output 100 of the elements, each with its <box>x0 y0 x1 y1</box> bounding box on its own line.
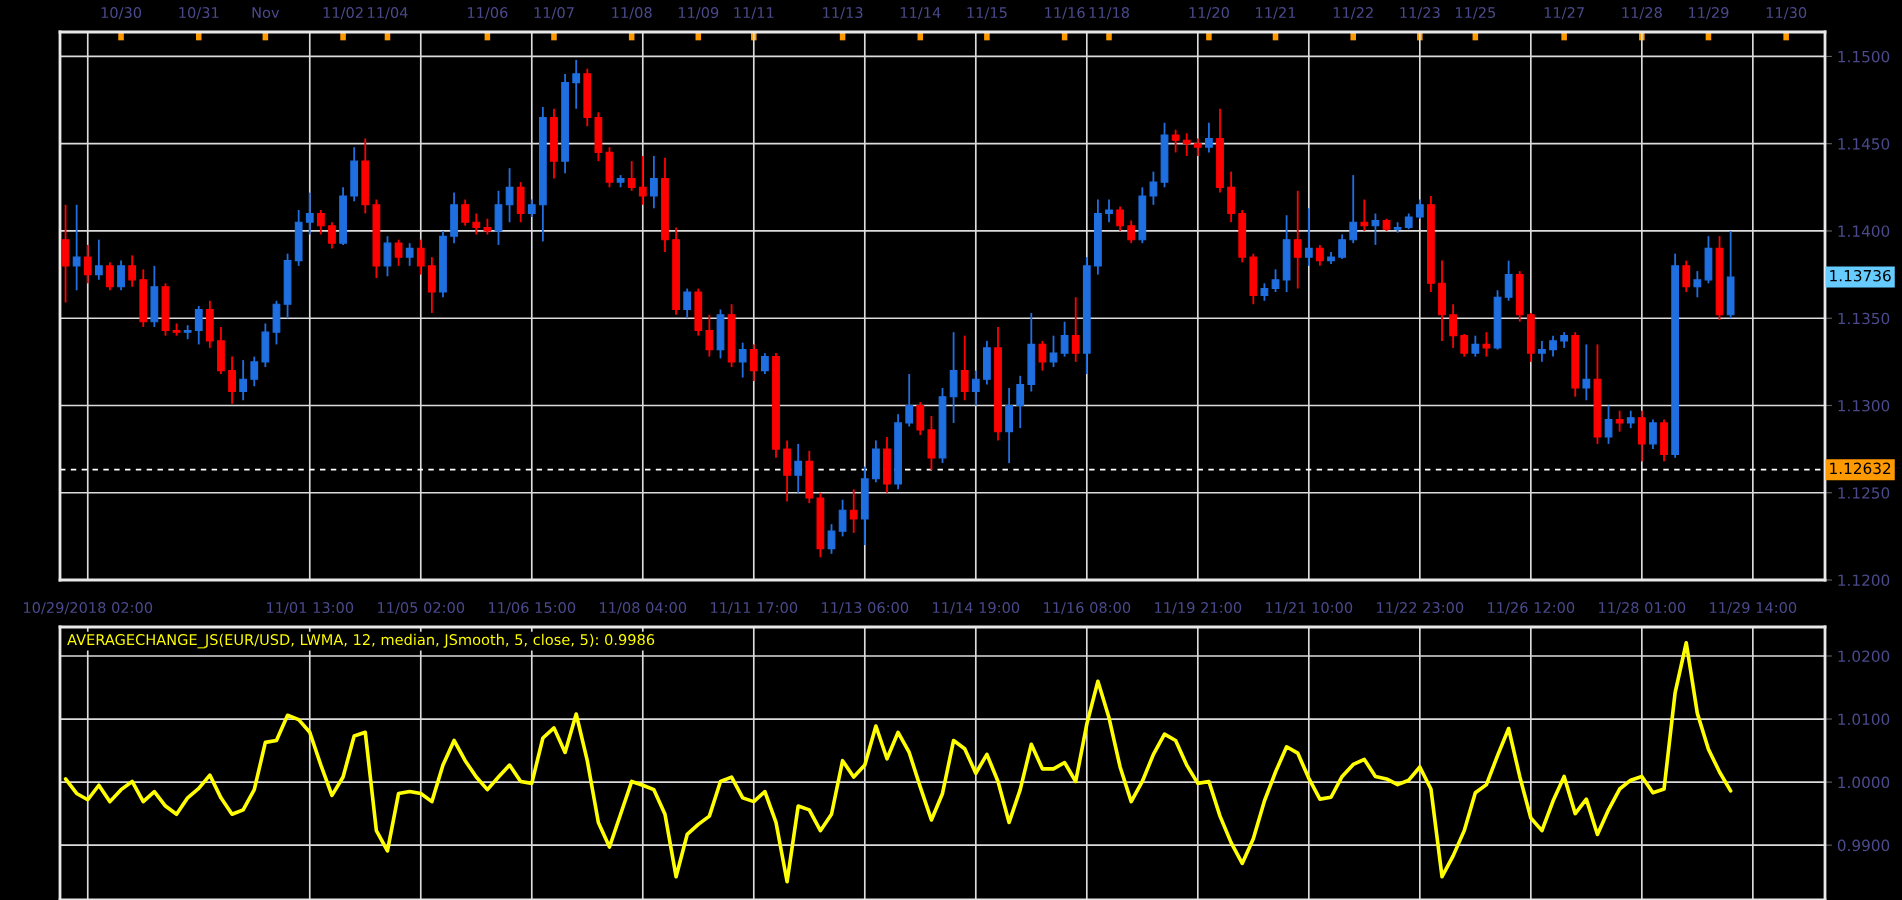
y-tick-label: 1.1250 <box>1838 487 1890 499</box>
candlestick <box>305 191 314 236</box>
candlestick <box>761 352 769 375</box>
x-tick-label: 11/19 21:00 <box>1155 602 1242 615</box>
candlestick <box>1116 205 1124 232</box>
candlestick <box>394 238 403 267</box>
candlestick <box>1205 121 1213 154</box>
candlestick <box>1105 198 1113 224</box>
x-tick-label: 11/28 01:00 <box>1599 602 1686 615</box>
candlestick <box>1182 132 1191 157</box>
x-tick-label: 11/22 23:00 <box>1377 602 1464 615</box>
candlestick <box>1460 333 1469 358</box>
x-tick-label: 10/29/2018 02:00 <box>24 602 153 615</box>
candlestick <box>905 373 914 428</box>
x-tick-label: 10/30 <box>101 7 142 20</box>
x-tick-label: 11/21 10:00 <box>1266 602 1353 615</box>
candlestick <box>1615 409 1624 433</box>
x-tick-label: 11/26 12:00 <box>1488 602 1575 615</box>
y-tick-label: 0.9900 <box>1837 839 1890 852</box>
x-tick-label: 11/22 <box>1333 7 1373 20</box>
candlestick <box>250 355 259 388</box>
x-tick-label: 11/21 <box>1256 7 1296 20</box>
x-tick-label: 10/31 <box>179 7 219 20</box>
candlestick <box>94 238 103 281</box>
candlestick <box>1549 334 1557 358</box>
x-tick-label: 11/29 <box>1689 7 1729 20</box>
x-tick-label: 11/11 <box>734 7 774 20</box>
candlestick <box>683 287 692 320</box>
y-tick-label: 1.1400 <box>1838 225 1890 237</box>
candlestick <box>827 523 836 555</box>
x-tick-label: 11/14 <box>900 7 941 20</box>
candlestick <box>794 442 803 494</box>
x-tick-label: 11/30 <box>1766 7 1807 20</box>
candlestick <box>1293 189 1302 290</box>
y-tick-label: 1.1300 <box>1838 399 1890 412</box>
candlestick <box>194 305 203 346</box>
candlestick <box>1338 233 1347 260</box>
x-tick-label: 11/18 <box>1089 7 1130 20</box>
x-tick-label: 11/08 04:00 <box>600 602 687 615</box>
candlestick <box>83 244 92 285</box>
candlestick <box>1038 339 1047 372</box>
candlestick <box>1471 334 1480 358</box>
candlestick <box>1060 320 1069 358</box>
x-tick-label: 11/27 <box>1544 7 1584 20</box>
candlestick <box>461 198 470 227</box>
candlestick <box>1360 198 1369 232</box>
candlestick <box>1349 174 1358 245</box>
candlestick <box>405 242 414 267</box>
x-tick-label: 11/08 <box>612 7 652 20</box>
candlestick <box>228 355 236 405</box>
candlestick <box>1604 404 1613 445</box>
candlestick <box>1049 334 1058 368</box>
x-tick-label: 11/11 17:00 <box>711 602 798 615</box>
candlestick <box>971 369 980 407</box>
x-tick-label: 11/01 13:00 <box>267 602 354 615</box>
candlestick <box>416 238 425 276</box>
candlestick <box>106 261 114 292</box>
candlestick <box>1371 212 1380 246</box>
candlestick <box>1449 303 1458 349</box>
x-tick-label: 11/06 15:00 <box>489 602 576 615</box>
candlestick <box>960 334 969 402</box>
y-tick-label: 1.1350 <box>1838 312 1890 325</box>
candlestick <box>1304 207 1313 267</box>
x-tick-label: 11/20 <box>1189 7 1229 20</box>
candlestick <box>1316 244 1324 267</box>
ref-line-label: 1.12632 <box>1830 462 1891 475</box>
candlestick <box>1171 128 1180 154</box>
candlestick <box>849 488 858 534</box>
candlestick <box>638 155 647 206</box>
candlestick <box>838 498 847 538</box>
candlestick <box>1127 219 1136 245</box>
y-tick-label: 1.1200 <box>1838 574 1890 587</box>
y-tick-label: 1.1450 <box>1838 138 1890 150</box>
candlestick <box>328 221 336 250</box>
candlestick <box>572 59 581 110</box>
candlestick <box>505 167 514 224</box>
candlestick <box>1415 198 1424 220</box>
x-tick-label: 11/04 <box>368 7 408 20</box>
x-tick-label: 11/02 <box>323 7 363 20</box>
candlestick <box>1504 259 1513 302</box>
x-tick-label: 11/28 <box>1622 7 1662 20</box>
x-tick-label: 11/16 <box>1045 7 1085 20</box>
candlestick <box>1271 268 1280 293</box>
candlestick <box>1693 270 1702 299</box>
x-tick-label: 11/13 <box>823 7 863 20</box>
x-tick-label: 11/23 <box>1400 7 1440 20</box>
candlestick <box>1682 259 1691 293</box>
x-tick-label: 11/16 08:00 <box>1044 602 1131 615</box>
x-tick-label: 11/13 06:00 <box>822 602 909 615</box>
x-tick-label: 11/09 <box>678 7 719 20</box>
y-tick-label: 1.0000 <box>1838 776 1890 789</box>
x-tick-label: 11/15 <box>967 7 1007 20</box>
candlestick <box>472 212 481 236</box>
x-tick-label: 11/07 <box>534 7 574 20</box>
x-tick-label: 11/05 02:00 <box>378 602 465 615</box>
candlestick <box>316 209 325 236</box>
candlestick <box>1016 374 1025 430</box>
x-tick-label: 11/29 14:00 <box>1710 602 1797 615</box>
x-tick-label: 11/25 <box>1455 7 1496 20</box>
candlestick <box>705 313 714 358</box>
